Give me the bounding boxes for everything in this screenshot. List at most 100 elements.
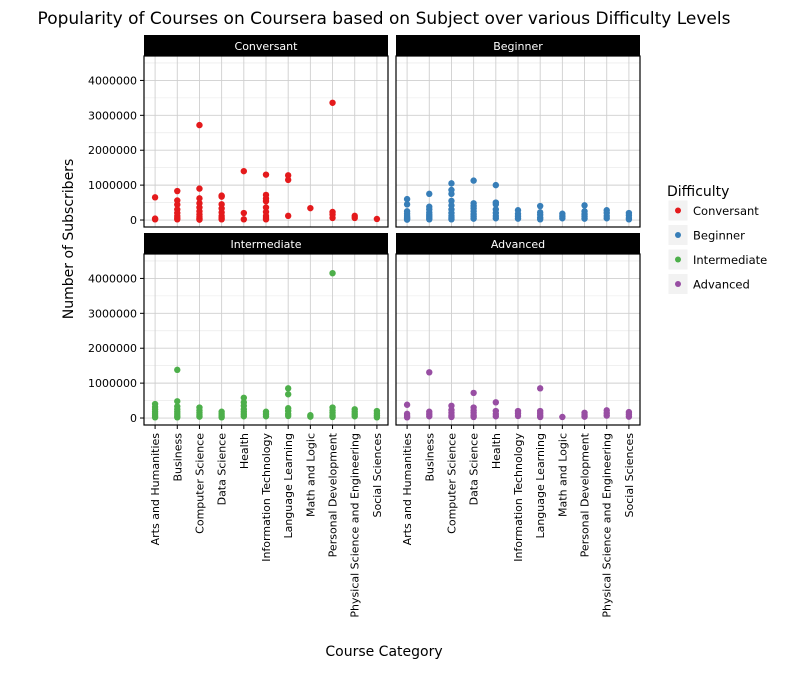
legend-title: Difficulty: [667, 184, 729, 200]
legend-label: Beginner: [693, 229, 745, 243]
data-point: [284, 172, 292, 179]
y-tick-label: 4000000: [88, 74, 137, 87]
data-point: [448, 180, 455, 187]
data-point: [403, 414, 411, 421]
data-point: [240, 394, 248, 401]
data-point: [373, 215, 381, 223]
x-tick-label: Language Learning: [282, 433, 295, 539]
data-point: [262, 413, 270, 420]
y-tick-label: 0: [130, 412, 137, 425]
data-point: [625, 413, 633, 420]
x-tick-label: Information Technology: [512, 433, 525, 562]
facet-panel-conversant: Conversant 0 1000000 2000000 3000000 4000000: [88, 35, 389, 228]
data-point: [492, 201, 500, 208]
data-points: [151, 99, 381, 223]
data-point: [284, 391, 292, 398]
legend-label: Conversant: [693, 204, 759, 218]
data-point: [174, 398, 181, 405]
data-point: [218, 193, 225, 200]
panels-layer: Conversant 0 1000000 2000000 3000000 4000000 B…: [88, 35, 641, 618]
data-point: [240, 167, 248, 175]
data-point: [559, 215, 566, 222]
data-point: [307, 413, 314, 420]
data-point: [492, 215, 500, 222]
facet-strip: [396, 35, 640, 56]
data-point: [581, 413, 588, 420]
data-point: [218, 414, 225, 421]
data-point: [196, 185, 203, 192]
data-point: [329, 269, 336, 277]
data-point: [603, 215, 610, 222]
x-tick-label: Language Learning: [534, 433, 547, 539]
facet-strip-label: Beginner: [493, 40, 543, 53]
data-point: [240, 413, 248, 420]
data-point: [403, 201, 411, 208]
data-point: [329, 214, 336, 222]
facet-strip: [396, 233, 640, 254]
data-points: [403, 369, 633, 421]
data-point: [284, 385, 292, 392]
data-point: [625, 216, 633, 223]
data-point: [403, 195, 411, 203]
data-point: [470, 389, 477, 397]
x-tick-label: Information Technology: [260, 433, 273, 562]
data-points: [151, 269, 381, 421]
data-point: [151, 414, 159, 421]
x-tick-label: Math and Logic: [556, 433, 569, 517]
data-point: [470, 413, 477, 421]
data-point: [174, 187, 181, 195]
x-tick-label: Personal Development: [327, 432, 340, 557]
x-tick-label: Computer Science: [445, 433, 458, 534]
data-point: [174, 366, 181, 374]
data-point: [373, 414, 381, 421]
data-point: [151, 216, 159, 223]
data-point: [151, 194, 159, 201]
data-point: [536, 216, 544, 223]
data-point: [448, 197, 455, 205]
data-point: [351, 413, 358, 420]
data-point: [262, 171, 270, 178]
data-point: [196, 413, 203, 420]
y-tick-label: 1000000: [88, 377, 137, 390]
data-point: [581, 215, 588, 222]
data-point: [536, 385, 544, 392]
y-tick-label: 4000000: [88, 272, 137, 285]
data-point: [284, 412, 292, 420]
x-tick-label: Computer Science: [193, 433, 206, 534]
x-tick-label: Personal Development: [579, 432, 592, 557]
data-point: [262, 216, 270, 223]
legend-marker: [675, 207, 681, 214]
panel-grid: [396, 254, 640, 425]
x-tick-label: Business: [171, 433, 184, 482]
data-point: [426, 216, 433, 223]
legend-marker: [675, 281, 681, 287]
facet-strip: [144, 233, 388, 254]
y-tick-label: 1000000: [88, 179, 137, 192]
data-point: [240, 216, 248, 223]
data-point: [514, 412, 522, 420]
data-point: [262, 204, 270, 211]
x-tick-label: Social Sciences: [371, 433, 384, 518]
data-point: [403, 401, 411, 408]
x-tick-label: Data Science: [468, 433, 481, 506]
x-tick-label: Health: [238, 433, 251, 469]
x-tick-label: Data Science: [216, 433, 229, 506]
legend: Difficulty Conversant Beginner Intermediat…: [667, 184, 767, 295]
x-tick-label: Social Sciences: [623, 433, 636, 518]
facet-panel-intermediate: Intermediate 0 1000000 2000000 3000000 400000…: [88, 233, 389, 618]
facet-strip-label: Conversant: [235, 40, 299, 53]
x-tick-label: Physical Science and Engineering: [349, 433, 362, 618]
data-point: [196, 195, 203, 202]
data-point: [351, 214, 358, 222]
data-point: [196, 216, 203, 223]
facet-strip-label: Intermediate: [231, 238, 302, 251]
data-point: [426, 413, 433, 420]
y-tick-label: 3000000: [88, 109, 137, 122]
data-point: [536, 413, 544, 421]
data-point: [218, 216, 225, 223]
data-points: [403, 177, 633, 223]
data-point: [284, 176, 292, 184]
x-tick-label: Physical Science and Engineering: [601, 433, 614, 618]
